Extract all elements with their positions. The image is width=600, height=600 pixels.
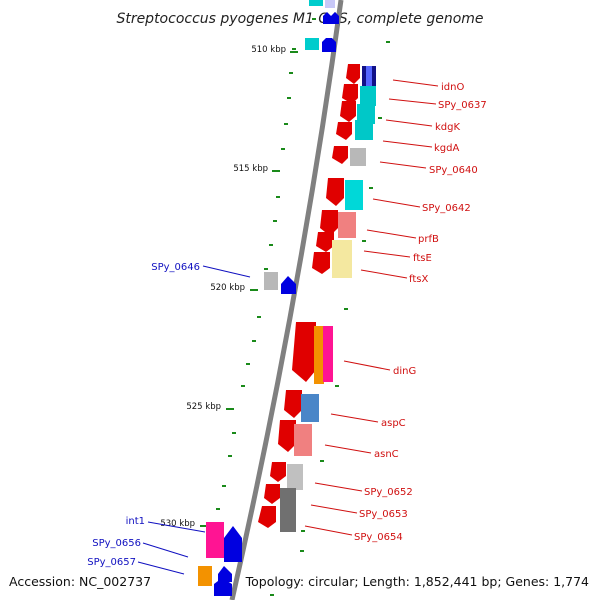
gene-label-aspC[interactable]: aspC xyxy=(381,418,406,429)
gene-label-spy0637[interactable]: SPy_0637 xyxy=(438,100,487,111)
gene-label-ftsE[interactable]: ftsE xyxy=(413,253,432,264)
gene-spy0646 xyxy=(264,272,296,294)
gene-group-top xyxy=(305,0,339,52)
gene-label-asnC[interactable]: asnC xyxy=(374,449,399,460)
kbp-label-515: 515 kbp xyxy=(233,164,268,174)
topology-text: Topology: circular; Length: 1,852,441 bp… xyxy=(245,574,589,589)
kbp-label-530: 530 kbp xyxy=(160,519,195,529)
gene-label-spy0656[interactable]: SPy_0656 xyxy=(92,538,141,549)
gene-cluster-1 xyxy=(332,64,376,166)
right-label-connectors xyxy=(304,79,439,536)
kbp-major-ticks xyxy=(200,51,298,527)
kbp-label-510: 510 kbp xyxy=(251,45,286,55)
gene-label-spy0640[interactable]: SPy_0640 xyxy=(429,165,478,176)
gene-label-dinG[interactable]: dinG xyxy=(393,366,416,377)
gene-cluster-dinG xyxy=(292,322,333,384)
gene-cluster-asp xyxy=(278,390,319,456)
gene-label-spy0657[interactable]: SPy_0657 xyxy=(87,557,136,568)
left-label-connectors xyxy=(137,265,251,575)
gene-cluster-2 xyxy=(312,178,363,278)
kbp-label-520: 520 kbp xyxy=(210,283,245,293)
gene-label-int1[interactable]: int1 xyxy=(126,516,145,527)
gene-label-spy0642[interactable]: SPy_0642 xyxy=(422,203,471,214)
gene-label-spy0654[interactable]: SPy_0654 xyxy=(354,532,403,543)
gene-label-prfB[interactable]: prfB xyxy=(418,234,439,245)
gene-label-kgdA[interactable]: kgdA xyxy=(434,143,459,154)
gene-label-idnO[interactable]: idnO xyxy=(441,82,464,93)
gene-label-spy0653[interactable]: SPy_0653 xyxy=(359,509,408,520)
gene-cluster-0652 xyxy=(258,462,303,532)
outer-ring-ticks xyxy=(216,18,390,596)
kbp-label-525: 525 kbp xyxy=(186,402,221,412)
gene-cluster-int1 xyxy=(198,522,242,596)
accession-text: Accession: NC_002737 xyxy=(9,574,151,589)
gene-label-kdgK[interactable]: kdgK xyxy=(435,122,460,133)
map-title: Streptococcus pyogenes M1 GAS, complete … xyxy=(116,11,483,27)
gene-label-ftsX[interactable]: ftsX xyxy=(409,274,428,285)
gene-label-spy0646[interactable]: SPy_0646 xyxy=(151,262,200,273)
gene-label-spy0652[interactable]: SPy_0652 xyxy=(364,487,413,498)
genome-backbone xyxy=(229,0,344,600)
